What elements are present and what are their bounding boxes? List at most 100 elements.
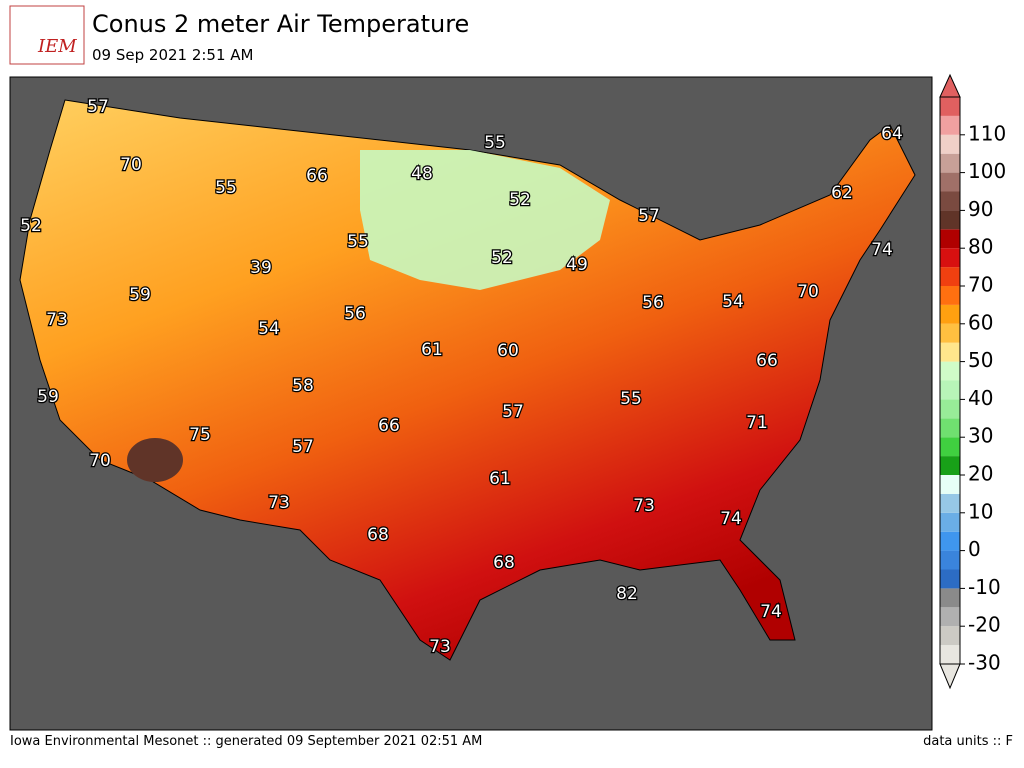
- subtitle: 09 Sep 2021 2:51 AM: [92, 46, 254, 64]
- temperature-label: 82: [616, 584, 638, 604]
- temperature-label: 57: [638, 206, 660, 226]
- colorbar-tick-label: 100: [968, 159, 1006, 183]
- temperature-label: 49: [566, 255, 588, 275]
- colorbar-band: [940, 361, 960, 381]
- title: Conus 2 meter Air Temperature: [92, 10, 469, 38]
- colorbar-band: [940, 512, 960, 532]
- colorbar-tick-label: 0: [968, 537, 981, 561]
- colorbar-band: [940, 304, 960, 324]
- colorbar-band: [940, 437, 960, 457]
- temperature-label: 52: [491, 248, 513, 268]
- temperature-label: 59: [129, 285, 151, 305]
- temperature-label: 74: [871, 240, 893, 260]
- temperature-label: 73: [429, 637, 451, 657]
- colorbar-tick-label: 40: [968, 386, 993, 410]
- colorbar-band: [940, 248, 960, 268]
- footer-left: Iowa Environmental Mesonet :: generated …: [10, 734, 482, 749]
- temperature-label: 60: [497, 341, 519, 361]
- temperature-label: 52: [509, 190, 531, 210]
- temperature-label: 55: [215, 178, 237, 198]
- colorbar-band: [940, 267, 960, 286]
- colorbar-extend-top: [939, 73, 961, 98]
- colorbar-tick-label: 50: [968, 348, 993, 372]
- hot-region: [127, 438, 183, 482]
- temperature-label: 57: [87, 97, 109, 117]
- colorbar-band: [940, 626, 960, 646]
- temperature-label: 75: [189, 425, 211, 445]
- colorbar-tick-label: -10: [968, 575, 1001, 599]
- temperature-label: 70: [797, 282, 819, 302]
- temperature-label: 59: [37, 387, 59, 407]
- temperature-label: 62: [831, 183, 853, 203]
- temperature-label: 54: [258, 319, 280, 339]
- cool-region: [360, 150, 610, 290]
- colorbar-band: [940, 134, 960, 154]
- colorbar-tick-label: 80: [968, 235, 993, 259]
- colorbar-band: [940, 97, 960, 116]
- temperature-label: 68: [493, 553, 515, 573]
- logo-box: [9, 5, 85, 65]
- colorbar-band: [940, 380, 960, 400]
- temperature-label: 56: [344, 304, 366, 324]
- colorbar-band: [940, 418, 960, 438]
- colorbar-band: [940, 569, 960, 589]
- colorbar-band: [940, 493, 960, 513]
- colorbar-tick-label: 70: [968, 273, 993, 297]
- temperature-label: 64: [881, 124, 903, 144]
- temperature-label: 61: [489, 469, 511, 489]
- colorbar-frame: [939, 96, 961, 665]
- temperature-label: 66: [378, 416, 400, 436]
- temperature-label: 39: [250, 258, 272, 278]
- colorbar-band: [940, 456, 960, 475]
- colorbar-tick-label: 110: [968, 121, 1006, 145]
- temperature-label: 56: [642, 293, 664, 313]
- colorbar-tick-label: 60: [968, 310, 993, 334]
- temperature-label: 55: [620, 389, 642, 409]
- colorbar-band: [940, 342, 960, 362]
- colorbar-band: [940, 286, 960, 305]
- temperature-label: 57: [502, 402, 524, 422]
- colorbar-band: [940, 115, 960, 135]
- temperature-label: 54: [722, 292, 744, 312]
- colorbar-tick-label: -30: [968, 651, 1001, 675]
- colorbar-band: [940, 475, 960, 494]
- temperature-label: 73: [633, 496, 655, 516]
- temperature-label: 66: [756, 351, 778, 371]
- temperature-label: 68: [367, 525, 389, 545]
- colorbar-tick-label: -20: [968, 613, 1001, 637]
- colorbar-band: [940, 588, 960, 608]
- temperature-label: 55: [347, 232, 369, 252]
- temperature-label: 74: [760, 602, 782, 622]
- colorbar-extend-bottom: [939, 663, 961, 690]
- colorbar-band: [940, 210, 960, 230]
- temperature-label: 73: [268, 493, 290, 513]
- colorbar-band: [940, 323, 960, 343]
- colorbar-band: [940, 172, 960, 192]
- colorbar-tick-label: 10: [968, 499, 993, 523]
- temperature-label: 55: [484, 133, 506, 153]
- map: 57 55 64 70 55 66 48 52 62 57 52 55 74 39 52 49 59 56 54 70…: [9, 76, 933, 731]
- logo-text: IEM: [37, 36, 77, 57]
- temperature-label: 71: [746, 413, 768, 433]
- colorbar-band: [940, 607, 960, 627]
- temperature-label: 70: [120, 155, 142, 175]
- temperature-label: 61: [421, 340, 443, 360]
- colorbar-band: [940, 399, 960, 419]
- colorbar-band: [940, 229, 960, 249]
- colorbar-band: [940, 191, 960, 211]
- colorbar-band: [940, 531, 960, 551]
- temperature-label: 57: [292, 437, 314, 457]
- temperature-label: 74: [720, 509, 742, 529]
- temperature-label: 52: [20, 216, 42, 236]
- colorbar: -30 -20 -10 0 10 20 30 40 50 60 70 80 90 100 110: [939, 73, 1006, 690]
- colorbar-band: [940, 645, 960, 664]
- temperature-label: 70: [89, 451, 111, 471]
- colorbar-tick-label: 30: [968, 424, 993, 448]
- colorbar-tick-label: 20: [968, 462, 993, 486]
- temperature-label: 48: [411, 164, 433, 184]
- colorbar-tick-label: 90: [968, 197, 993, 221]
- colorbar-band: [940, 153, 960, 173]
- temperature-label: 73: [46, 310, 68, 330]
- footer-right: data units :: F: [923, 734, 1013, 749]
